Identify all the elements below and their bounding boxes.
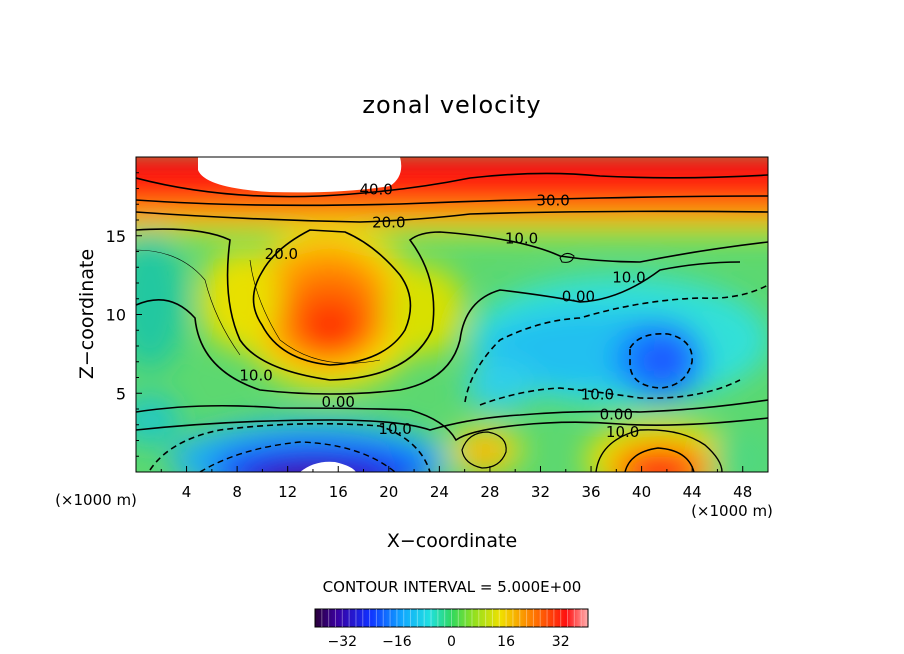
contour-interval-text: CONTOUR INTERVAL = 5.000E+00 (323, 578, 582, 596)
contour-label: 10.0 (239, 366, 272, 384)
z-tick-label: 5 (116, 384, 126, 403)
contour-10-a (136, 228, 768, 381)
chart-title: zonal velocity (362, 91, 541, 119)
contour-label: 0.00 (600, 406, 633, 424)
contour-label: 20.0 (265, 245, 298, 263)
colorbar (314, 608, 589, 628)
x-tick-label: 40 (632, 483, 651, 501)
contour-thin-b (249, 259, 381, 364)
x-tick-label: 8 (232, 483, 242, 501)
contour-labels: 40.030.020.020.010.010.00.0010.00.0010.0… (239, 181, 645, 442)
x-tick-label: 4 (182, 483, 192, 501)
z-tick-label: 15 (106, 227, 126, 246)
contour-20-upper (136, 210, 768, 223)
contour-thin-a (136, 249, 241, 356)
z-axis-title: Z−coordinate (76, 249, 98, 379)
x-unit-label-right: (×1000 m) (691, 502, 773, 520)
contour-neg20-right (629, 332, 693, 389)
max-region-top (198, 157, 402, 193)
x-tick-label: 48 (733, 483, 752, 501)
colorbar-tick-label: −16 (382, 634, 412, 650)
contour-neg20-bottom (199, 441, 396, 472)
x-tick-label: 20 (379, 483, 398, 501)
contour-0-low (136, 399, 768, 431)
x-axis: 4 8 12 16 20 24 28 32 36 40 44 48 (160, 466, 752, 501)
contour-label: 30.0 (536, 192, 569, 210)
colorbar-tick-label: 0 (447, 634, 456, 650)
contour-lines (136, 172, 768, 472)
contour-label: 20.0 (372, 214, 405, 232)
contour-pos-bottom-right (595, 429, 723, 472)
contour-label: 40.0 (359, 181, 392, 199)
contour-label: 10.0 (581, 385, 614, 403)
contour-label: 10.0 (612, 269, 645, 287)
contour-label: 10.0 (378, 420, 411, 438)
colorbar-ticks: −32 −16 0 16 32 (328, 634, 570, 650)
contour-0 (136, 261, 741, 395)
contour-pos-bottom-right-inner (624, 447, 695, 472)
plot-area: 40.030.020.020.010.010.00.0010.00.0010.0… (136, 157, 768, 472)
contour-small-loop (559, 252, 575, 263)
contour-neg10-b (479, 379, 741, 406)
x-tick-label: 16 (329, 483, 348, 501)
contour-40 (136, 172, 768, 198)
x-tick-label: 12 (278, 483, 297, 501)
contour-pos-bottom-mid (461, 431, 507, 469)
contour-label: 10.0 (606, 423, 639, 441)
min-region-bottom (300, 461, 356, 472)
x-tick-label: 44 (683, 483, 702, 501)
z-tick-label: 10 (106, 306, 126, 325)
contour-label: 0.00 (322, 393, 355, 411)
x-tick-label: 28 (480, 483, 499, 501)
contour-30 (136, 195, 768, 207)
x-tick-label: 24 (430, 483, 449, 501)
contour-neg10-a (464, 284, 768, 403)
x-axis-title: X−coordinate (387, 530, 517, 552)
colorbar-tick-label: 16 (497, 634, 515, 650)
contour-label: 0.00 (562, 288, 595, 306)
contour-label: 10.0 (505, 229, 538, 247)
colorbar-tick-label: −32 (328, 634, 358, 650)
contour-neg10-bottom (149, 422, 431, 472)
contour-20-core (252, 229, 412, 366)
colorbar-tick-label: 32 (552, 634, 570, 650)
x-tick-label: 32 (531, 483, 550, 501)
colorbar-stripes (321, 609, 582, 627)
contour-10-low (136, 404, 768, 442)
x-tick-label: 36 (581, 483, 600, 501)
x-unit-label-left: (×1000 m) (55, 491, 137, 509)
z-axis: 5 10 15 (106, 172, 142, 457)
